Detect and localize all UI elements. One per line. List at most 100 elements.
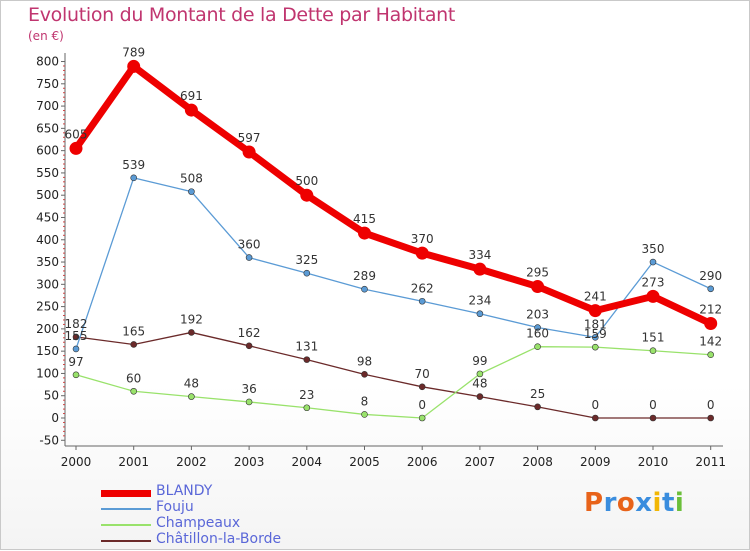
point-blandy-2001 (127, 59, 141, 73)
point-champeaux-2005 (361, 411, 368, 418)
point-ch-tillon-la-borde-2011 (707, 414, 715, 422)
data-label-fouju-2006: 262 (411, 281, 434, 295)
point-ch-tillon-la-borde-2008 (534, 403, 541, 411)
x-tick-label-2008: 2008 (522, 455, 553, 469)
x-tick-label-2009: 2009 (580, 455, 611, 469)
legend-item-fouju: Fouju (101, 499, 361, 517)
x-tick-label-2003: 2003 (234, 455, 265, 469)
x-tick-label-2011: 2011 (695, 455, 726, 469)
point-fouju-2005 (361, 285, 368, 293)
x-tick-label-2006: 2006 (407, 455, 438, 469)
point-fouju-2004 (303, 269, 311, 277)
x-tick-label-2004: 2004 (292, 455, 323, 469)
data-label-blandy-2003: 597 (238, 131, 261, 145)
point-ch-tillon-la-borde-2003 (245, 342, 253, 350)
point-ch-tillon-la-borde-2002 (188, 329, 195, 336)
point-fouju-2009 (591, 334, 599, 341)
y-tick-label-200: 200 (36, 322, 59, 336)
legend-swatch (101, 540, 151, 542)
point-ch-tillon-la-borde-2009 (591, 414, 599, 422)
series-line-champeaux (75, 346, 712, 419)
data-label-blandy-2006: 370 (411, 232, 434, 246)
legend-swatch (101, 489, 151, 497)
x-tick-label-2010: 2010 (638, 455, 669, 469)
y-tick-label-750: 750 (36, 77, 59, 91)
data-label-ch-tillon-la-borde-2008: 25 (530, 387, 545, 401)
data-label-ch-tillon-la-borde-2002: 192 (180, 312, 203, 326)
legend-swatch (101, 508, 151, 510)
y-axis-unit: (en €) (28, 29, 64, 43)
point-blandy-2011 (704, 317, 718, 331)
data-label-champeaux-2004: 23 (299, 388, 314, 402)
data-label-champeaux-2007: 99 (472, 354, 487, 368)
point-fouju-2001 (130, 174, 137, 182)
data-label-ch-tillon-la-borde-2005: 98 (357, 354, 372, 368)
y-tick-label-350: 350 (36, 255, 59, 269)
legend-label: Fouju (156, 499, 194, 515)
y-tick-label-150: 150 (36, 344, 59, 358)
data-label-fouju-2011: 290 (699, 269, 722, 283)
data-label-champeaux-2009: 159 (584, 327, 607, 341)
point-champeaux-2006 (418, 414, 426, 422)
data-label-ch-tillon-la-borde-2010: 0 (649, 398, 657, 412)
point-champeaux-2002 (188, 393, 195, 400)
series-line-blandy (72, 62, 715, 328)
logo-letter: x (635, 488, 653, 518)
data-label-fouju-2008: 203 (526, 308, 549, 322)
data-label-champeaux-2008: 160 (526, 327, 549, 341)
legend-label: Châtillon-la-Borde (156, 531, 282, 547)
y-tick-label-300: 300 (36, 277, 59, 291)
data-label-champeaux-2006: 0 (418, 398, 426, 412)
point-champeaux-2009 (591, 343, 599, 351)
y-tick-label-500: 500 (36, 188, 59, 202)
logo-letter: o (616, 488, 636, 518)
logo-letter: i (674, 488, 685, 518)
point-champeaux-2000 (72, 371, 80, 379)
point-champeaux-2010 (649, 347, 657, 355)
data-label-champeaux-2005: 8 (361, 394, 369, 408)
point-champeaux-2004 (303, 404, 311, 412)
point-champeaux-2008 (534, 343, 541, 351)
proxiti-logo: Proxiti (584, 488, 684, 518)
point-ch-tillon-la-borde-2004 (303, 356, 311, 363)
x-tick-label-2002: 2002 (176, 455, 207, 469)
y-tick-label-600: 600 (36, 144, 59, 158)
data-label-ch-tillon-la-borde-2001: 165 (122, 324, 145, 338)
data-label-champeaux-2011: 142 (699, 335, 722, 349)
y-tick-label-0: 0 (51, 411, 59, 425)
point-champeaux-2007 (476, 370, 484, 378)
data-label-ch-tillon-la-borde-2003: 162 (238, 326, 261, 340)
data-label-blandy-2004: 500 (295, 174, 318, 188)
point-blandy-2007 (473, 262, 487, 276)
point-blandy-2009 (588, 304, 602, 318)
data-label-ch-tillon-la-borde-2009: 0 (591, 398, 599, 412)
data-label-fouju-2005: 289 (353, 269, 376, 283)
point-fouju-2000 (72, 345, 80, 353)
point-blandy-2000 (69, 141, 83, 155)
y-tick-label--50: -50 (39, 433, 59, 447)
point-blandy-2005 (358, 226, 371, 240)
point-ch-tillon-la-borde-2005 (361, 371, 368, 378)
point-fouju-2003 (245, 254, 253, 261)
data-label-champeaux-2003: 36 (241, 382, 256, 396)
point-fouju-2008 (534, 324, 541, 331)
legend-swatch (101, 524, 151, 526)
series-line-fouju (75, 177, 712, 350)
x-tick-label-2000: 2000 (61, 455, 92, 469)
data-label-fouju-2010: 350 (642, 242, 665, 256)
data-label-blandy-2001: 789 (122, 45, 145, 59)
logo-letter: P (584, 488, 604, 518)
data-label-blandy-2010: 273 (642, 275, 665, 289)
data-label-fouju-2003: 360 (238, 238, 261, 252)
data-label-ch-tillon-la-borde-2011: 0 (707, 398, 715, 412)
point-blandy-2004 (300, 188, 314, 202)
point-champeaux-2011 (707, 351, 715, 359)
data-label-ch-tillon-la-borde-2007: 48 (472, 377, 487, 391)
point-ch-tillon-la-borde-2010 (649, 414, 657, 422)
y-tick-label-800: 800 (36, 55, 59, 69)
data-label-blandy-2009: 241 (584, 290, 607, 304)
data-label-blandy-2005: 415 (353, 212, 376, 226)
y-tick-label-700: 700 (36, 99, 59, 113)
point-ch-tillon-la-borde-2001 (130, 341, 137, 348)
